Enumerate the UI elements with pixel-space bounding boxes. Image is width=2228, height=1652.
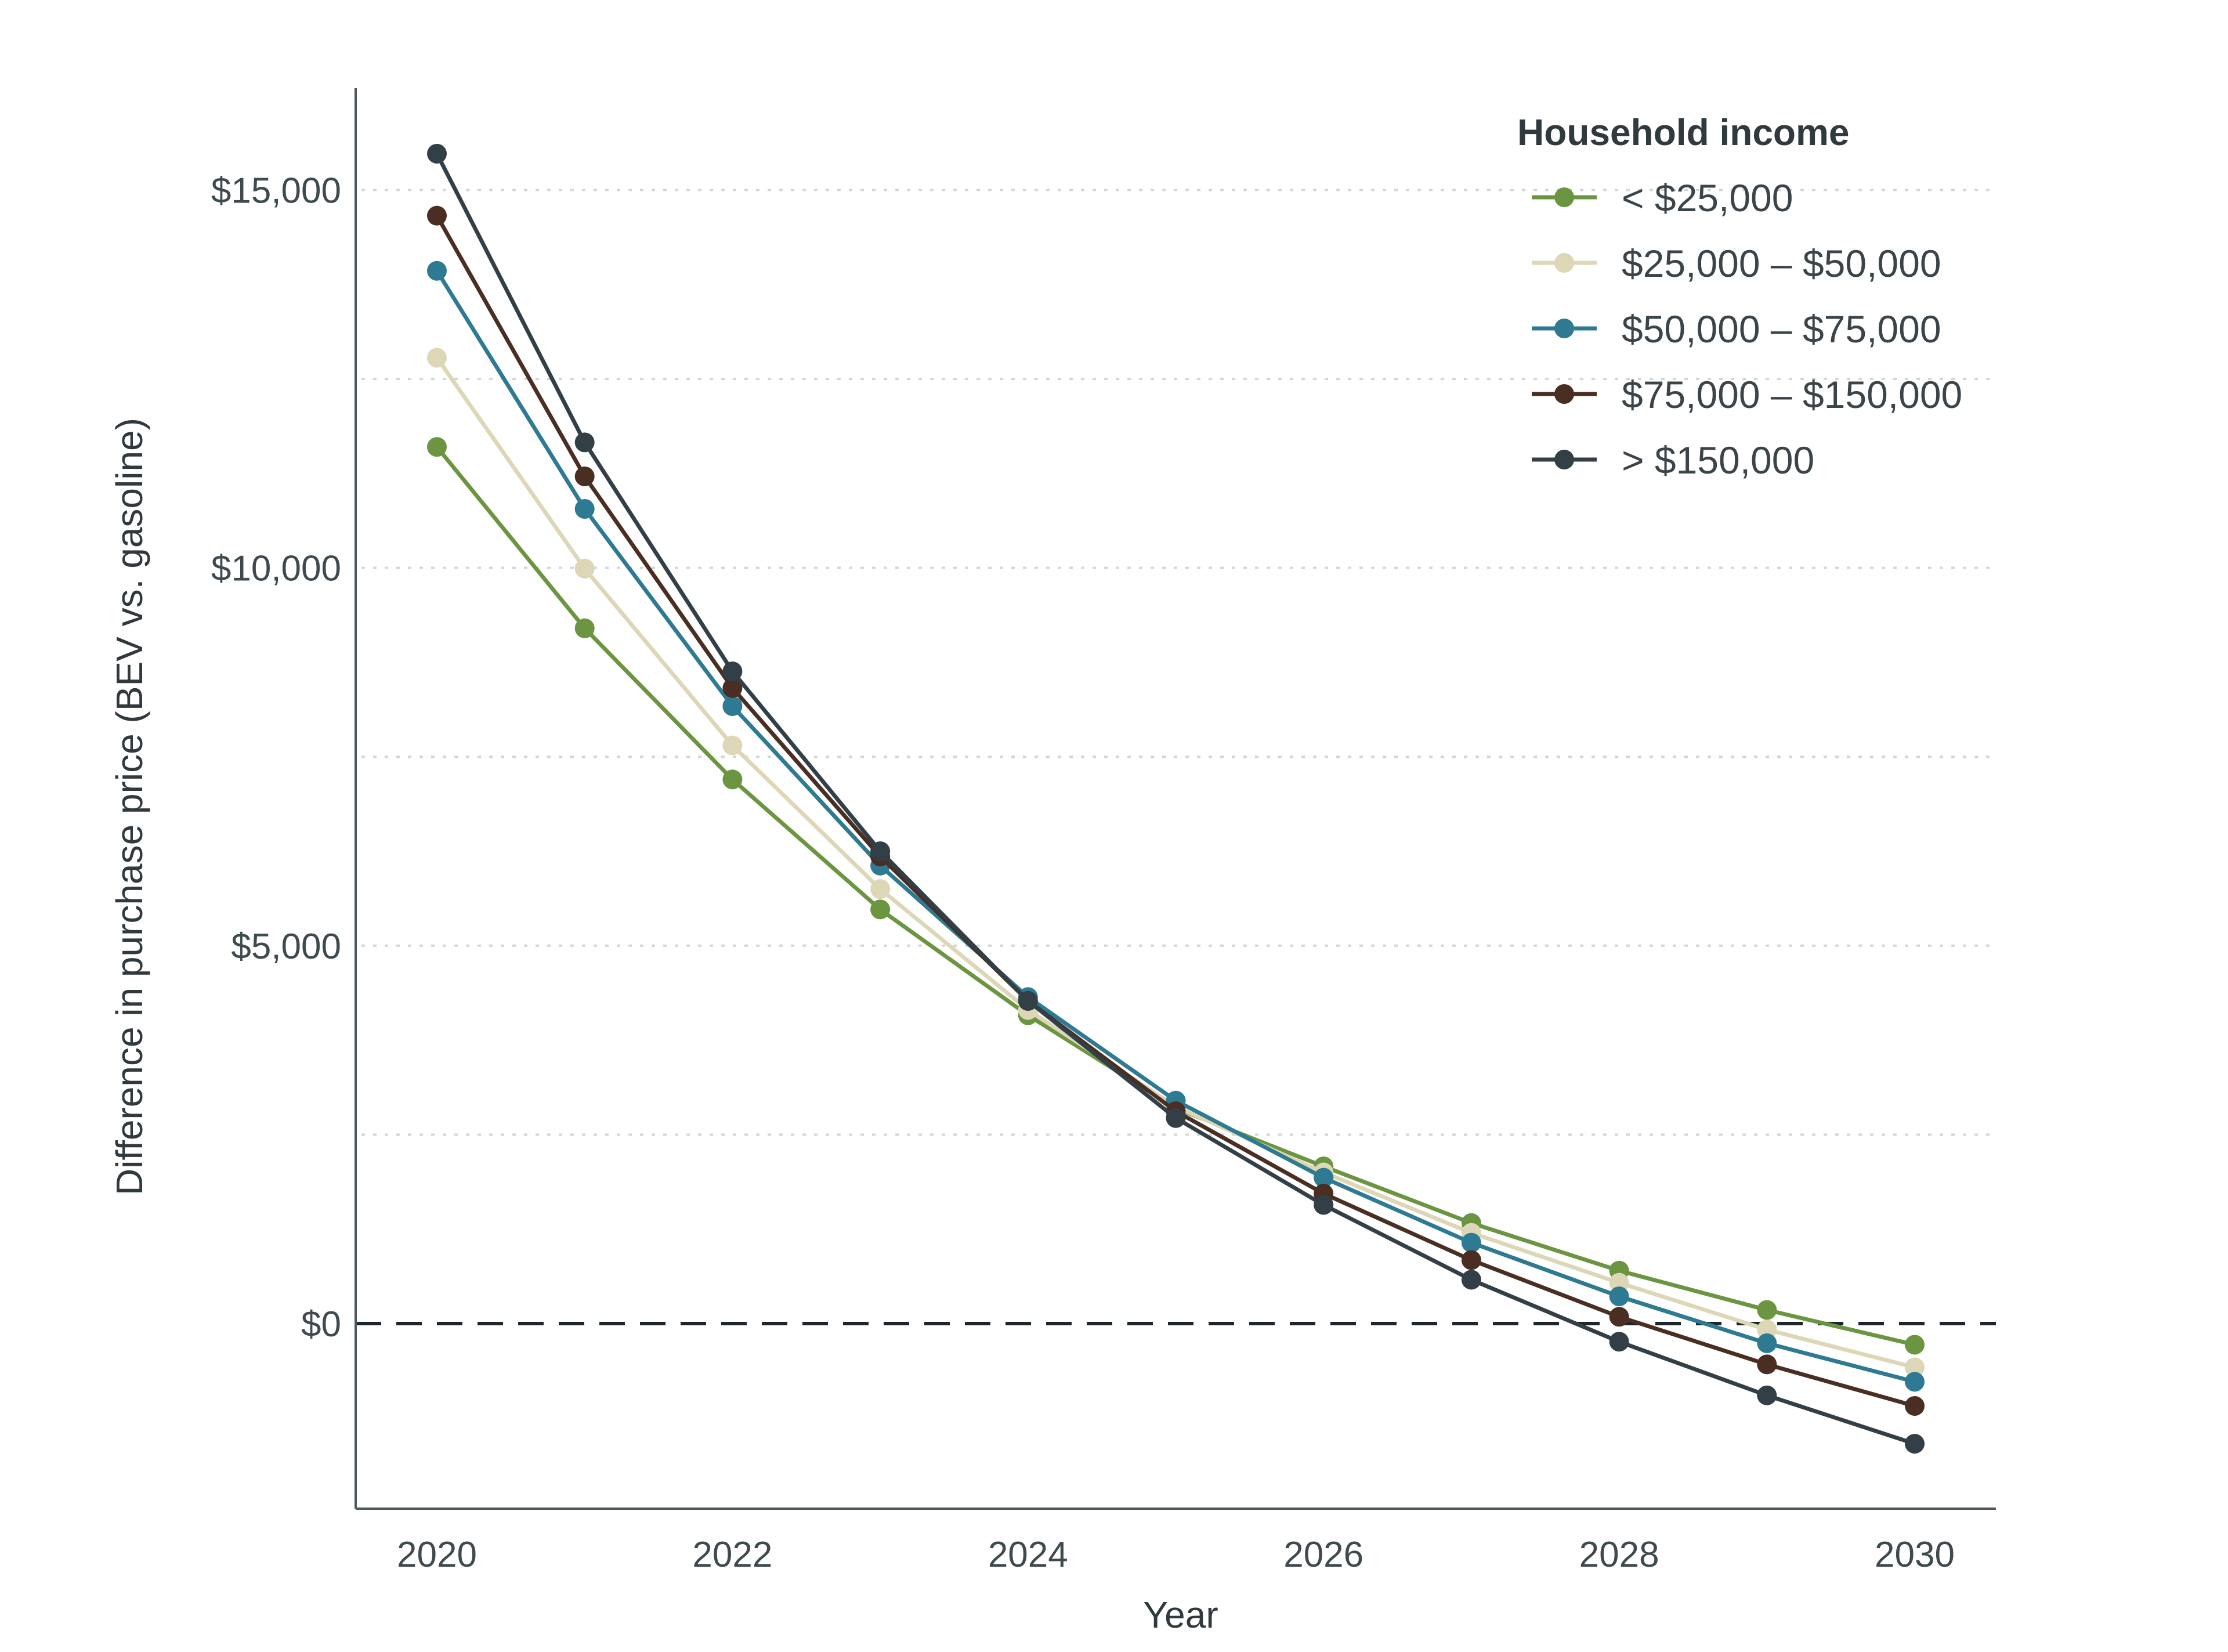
axes [355, 88, 1996, 1510]
data-point [1905, 1396, 1925, 1416]
legend-item: $25,000 – $50,000 [1532, 242, 1941, 285]
data-point [722, 678, 743, 698]
x-tick-label: 2022 [692, 1535, 772, 1575]
y-tick-label: $10,000 [211, 549, 341, 589]
data-point [870, 841, 891, 861]
data-point [1609, 1332, 1629, 1352]
data-point [722, 769, 743, 790]
y-tick-label: $5,000 [231, 927, 341, 967]
x-axis-title: Year [1143, 1594, 1218, 1636]
data-point [1757, 1320, 1777, 1340]
data-point [427, 437, 447, 457]
data-point [574, 558, 595, 579]
data-point [574, 467, 595, 487]
x-tick-label: 2030 [1875, 1535, 1955, 1575]
legend-label: > $150,000 [1622, 439, 1814, 482]
series-4 [427, 143, 1925, 1454]
x-tick-labels: 2020 2022 2024 2026 2028 2030 [397, 1535, 1955, 1575]
series [427, 143, 1925, 1454]
data-point [1905, 1335, 1925, 1355]
x-tick-label: 2028 [1579, 1535, 1659, 1575]
legend-item: < $25,000 [1532, 176, 1793, 219]
y-tick-labels: $0 $5,000 $10,000 $15,000 [211, 171, 341, 1344]
x-tick-label: 2024 [988, 1535, 1068, 1575]
data-point [1905, 1357, 1925, 1378]
data-point [1905, 1372, 1925, 1392]
legend-swatch-marker [1554, 253, 1574, 273]
data-point [870, 899, 891, 920]
data-point [1609, 1286, 1629, 1307]
data-point [1314, 1195, 1334, 1215]
legend-label: $25,000 – $50,000 [1622, 242, 1941, 285]
data-point [574, 618, 595, 638]
legend-item: $75,000 – $150,000 [1532, 373, 1962, 416]
legend-item: $50,000 – $75,000 [1532, 308, 1941, 350]
data-point [1609, 1307, 1629, 1327]
data-point [574, 432, 595, 453]
data-point [427, 143, 447, 164]
data-point [1905, 1434, 1925, 1454]
data-point [722, 696, 743, 716]
data-point [1461, 1270, 1481, 1290]
legend-swatch-marker [1554, 384, 1574, 404]
series-line [435, 269, 1915, 1384]
data-point [1166, 1108, 1186, 1128]
data-point [1757, 1300, 1777, 1320]
legend-swatch-marker [1554, 187, 1574, 207]
y-axis-title: Difference in purchase price (BEV vs. ga… [108, 418, 150, 1195]
data-point [870, 879, 891, 899]
y-tick-label: $0 [301, 1304, 341, 1344]
series-line [435, 356, 1915, 1369]
x-tick-label: 2020 [397, 1535, 477, 1575]
legend-swatch-marker [1554, 319, 1574, 338]
legend-label: $50,000 – $75,000 [1622, 308, 1941, 350]
data-point [427, 348, 447, 368]
legend-swatch-marker [1554, 450, 1574, 469]
legend-items: < $25,000 $25,000 – $50,000 $50,000 – $75,… [1532, 176, 1962, 482]
legend-label: $75,000 – $150,000 [1622, 373, 1962, 416]
legend-title: Household income [1517, 111, 1850, 153]
legend: Household income < $25,000 $25,000 – $50,… [1517, 111, 1962, 482]
data-point [1018, 991, 1038, 1011]
y-tick-label: $15,000 [211, 171, 341, 211]
data-point [1757, 1354, 1777, 1375]
gridlines [356, 189, 1996, 1325]
legend-label: < $25,000 [1622, 176, 1793, 219]
x-tick-label: 2026 [1283, 1535, 1363, 1575]
data-point [1757, 1385, 1777, 1405]
data-point [1461, 1250, 1481, 1270]
data-point [574, 499, 595, 519]
data-point [722, 661, 743, 682]
data-point [722, 735, 743, 755]
data-point [1757, 1333, 1777, 1353]
series-2 [427, 261, 1925, 1392]
data-point [427, 261, 447, 281]
data-point [1461, 1232, 1481, 1253]
legend-item: > $150,000 [1532, 439, 1814, 482]
data-point [427, 205, 447, 226]
data-point [1609, 1273, 1629, 1293]
data-point [1314, 1167, 1334, 1188]
series-1 [427, 348, 1925, 1378]
